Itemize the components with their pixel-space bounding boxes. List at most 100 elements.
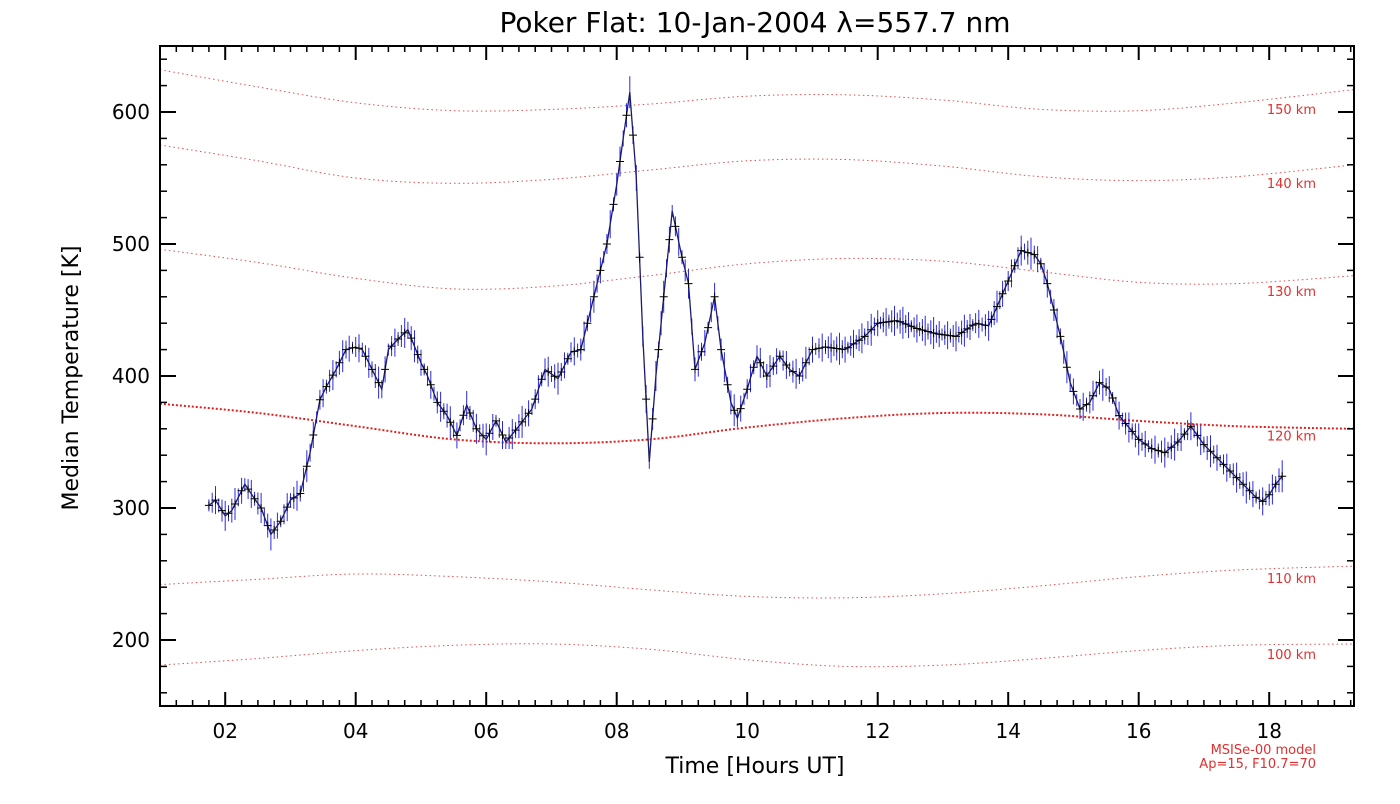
data-point	[629, 131, 637, 140]
data-point	[368, 365, 376, 374]
data-point	[1036, 259, 1045, 268]
data-point	[1108, 394, 1117, 402]
data-point	[1180, 430, 1189, 439]
data-point	[394, 335, 403, 343]
data-point	[224, 509, 233, 518]
model-curve-150-km	[159, 69, 1355, 112]
data-point	[479, 431, 487, 440]
data-point	[609, 200, 618, 209]
data-point	[492, 416, 500, 425]
data-point	[665, 235, 674, 244]
data-point	[743, 385, 752, 394]
axes: 02 04 06 08 10 12 14 16 18 200 300 400 500 600	[112, 45, 1355, 743]
data-point	[775, 352, 784, 361]
data-point	[901, 320, 910, 328]
data-point	[730, 406, 739, 415]
data-point	[815, 344, 823, 353]
data-point	[769, 362, 778, 371]
data-point	[1010, 261, 1019, 270]
model-curve-130-km	[159, 248, 1355, 290]
data-point	[1232, 473, 1241, 482]
data-point	[855, 336, 864, 345]
data-point	[276, 517, 285, 526]
data-point	[465, 409, 474, 417]
data-point	[1076, 405, 1084, 413]
model-curves: 100 km 110 km 120 km 130 km 140 km 150 km	[159, 69, 1355, 668]
data-point	[583, 319, 592, 328]
x-tick-label: 10	[734, 719, 759, 743]
data-point	[678, 253, 686, 262]
data-point	[505, 434, 514, 442]
model-label-150-km: 150 km	[1267, 103, 1316, 118]
data-point	[697, 347, 706, 356]
model-curve-120-km	[159, 402, 1355, 445]
data-point	[231, 500, 239, 508]
data-point	[860, 332, 869, 341]
data-point	[361, 352, 370, 361]
data-point	[616, 157, 624, 166]
data-point	[873, 319, 882, 328]
data-point	[1030, 250, 1039, 259]
x-tick-label: 12	[865, 719, 890, 743]
data-point	[1128, 427, 1137, 436]
x-tick-label: 14	[995, 719, 1020, 743]
y-tick-label: 500	[112, 232, 150, 256]
data-point	[355, 344, 363, 353]
data-series	[204, 76, 1287, 551]
data-point	[257, 504, 266, 512]
data-point	[884, 317, 893, 326]
data-point	[940, 330, 949, 339]
y-tick-label: 300	[112, 496, 150, 520]
data-point	[1245, 486, 1254, 495]
data-point	[968, 321, 977, 330]
y-tick-label: 200	[112, 628, 150, 652]
data-point	[1219, 460, 1228, 469]
model-note-line-1: MSISe-00 model	[1211, 743, 1316, 758]
data-point	[1062, 363, 1071, 372]
data-point	[1089, 391, 1097, 400]
data-point	[485, 429, 494, 438]
data-point	[439, 407, 448, 416]
data-point	[924, 327, 932, 336]
data-point	[867, 325, 876, 334]
data-point	[642, 395, 651, 404]
data-point	[782, 361, 791, 369]
data-point	[795, 372, 804, 380]
data-point	[659, 292, 668, 301]
data-point	[452, 431, 461, 440]
data-point	[563, 354, 572, 363]
data-point	[762, 372, 771, 380]
data-point	[1193, 431, 1202, 440]
data-point	[1069, 387, 1078, 396]
data-point	[459, 411, 468, 420]
data-point	[596, 266, 605, 275]
model-curve-140-km	[159, 144, 1355, 184]
data-point	[717, 345, 726, 354]
model-curve-110-km	[159, 565, 1355, 599]
data-point	[315, 395, 324, 404]
data-point	[1095, 378, 1104, 387]
data-point	[1258, 497, 1267, 506]
data-point	[1043, 279, 1052, 288]
error-bars	[208, 76, 1283, 551]
model-label-140-km: 140 km	[1267, 177, 1316, 192]
data-point	[472, 424, 481, 433]
data-point	[537, 375, 546, 384]
data-point	[974, 319, 983, 328]
data-point	[1115, 411, 1124, 420]
data-point	[400, 328, 409, 337]
y-tick-label: 400	[112, 364, 150, 388]
median-temperature-line	[208, 92, 1283, 536]
data-point	[635, 253, 644, 262]
data-point	[270, 526, 279, 534]
model-label-130-km: 130 km	[1267, 285, 1316, 300]
data-point	[387, 342, 396, 351]
data-point	[749, 363, 758, 372]
data-point	[550, 372, 559, 381]
data-point	[671, 222, 680, 231]
data-point	[433, 398, 442, 407]
data-point	[1173, 438, 1182, 446]
data-point	[407, 334, 416, 343]
data-point	[1141, 440, 1150, 448]
